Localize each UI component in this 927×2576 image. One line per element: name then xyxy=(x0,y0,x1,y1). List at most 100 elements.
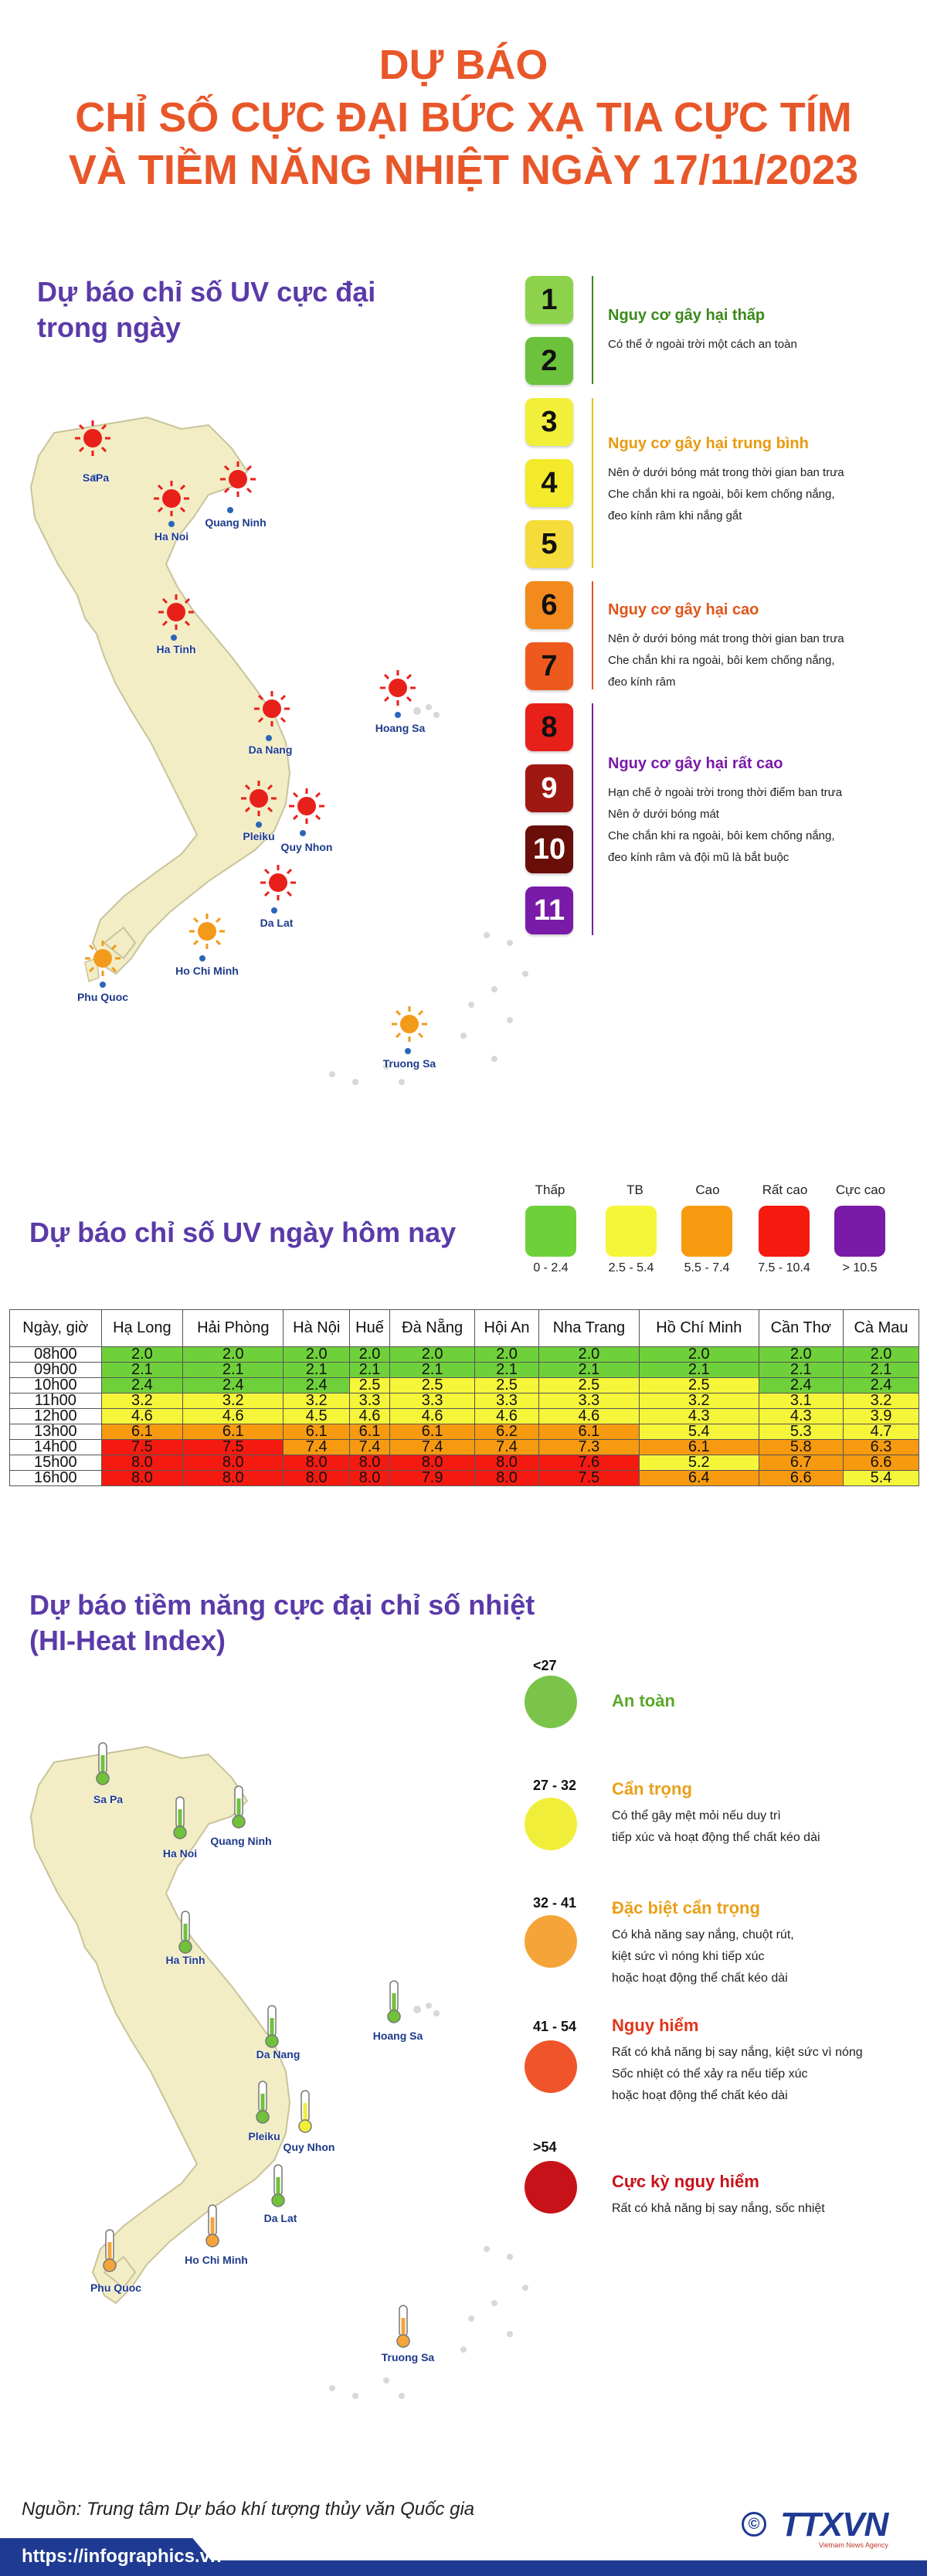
table-cell-uv: 2.0 xyxy=(638,1346,759,1363)
table-cell-uv: 5.4 xyxy=(842,1470,920,1486)
table-cell-uv: 2.5 xyxy=(538,1377,640,1393)
table-cell-time: 15h00 xyxy=(9,1455,102,1471)
copyright-icon: © xyxy=(742,2512,766,2537)
sun-icon xyxy=(75,420,110,456)
table-row: 11h00 3.2 3.2 3.2 3.3 3.3 3.3 3.3 3.2 3.1 3.2 xyxy=(9,1393,920,1409)
uv-group-divider xyxy=(592,276,593,384)
city-label-sapa: SaPa xyxy=(82,471,110,484)
city-label-dalat: Da Lat xyxy=(260,917,294,929)
thermometer-icon xyxy=(103,2229,117,2272)
table-header-city: Hà Nội xyxy=(283,1309,351,1347)
table-cell-uv: 8.0 xyxy=(182,1470,284,1486)
table-cell-uv: 3.2 xyxy=(100,1393,184,1409)
website-link[interactable]: https://infographics.vn xyxy=(22,2546,222,2567)
table-cell-uv: 6.6 xyxy=(842,1455,920,1471)
table-cell-uv: 8.0 xyxy=(349,1470,390,1486)
table-cell-uv: 4.6 xyxy=(474,1408,539,1424)
city-pin xyxy=(168,521,175,527)
heat-city-label-pleiku: Pleiku xyxy=(248,2130,280,2142)
heat-range: 32 - 41 xyxy=(533,1895,577,1911)
table-cell-uv: 4.3 xyxy=(638,1408,759,1424)
table-cell-uv: 2.4 xyxy=(182,1377,284,1393)
heat-level-circle-danger xyxy=(525,2040,577,2093)
heat-heading-line-2: (HI-Heat Index) xyxy=(29,1625,226,1656)
table-cell-uv: 8.0 xyxy=(283,1455,351,1471)
uv-group-divider xyxy=(592,581,593,689)
table-cell-uv: 2.5 xyxy=(638,1377,759,1393)
table-cell-uv: 7.6 xyxy=(538,1455,640,1471)
legend-swatch-extreme xyxy=(834,1206,885,1257)
legend-label: Cực cao xyxy=(835,1183,886,1197)
heat-city-label-hanoi: Ha Noi xyxy=(162,1847,198,1860)
thermometer-icon xyxy=(396,2305,410,2348)
uv-table-header-row: Ngày, giờ Hạ Long Hải Phòng Hà Nội Huế Đà Nẵn… xyxy=(9,1309,920,1347)
uv-group-line: Hạn chế ở ngoài trời trong thời điểm ban… xyxy=(608,786,843,799)
heat-city-label-hoangsa: Hoang Sa xyxy=(372,2030,423,2042)
table-cell-time: 16h00 xyxy=(9,1470,102,1486)
uv-level-9-box: 9 xyxy=(525,764,573,812)
table-cell-uv: 8.0 xyxy=(349,1455,390,1471)
city-label-hatinh: Ha Tinh xyxy=(156,643,196,655)
uv-group-line: Có thể ở ngoài trời một cách an toàn xyxy=(608,338,797,351)
heat-group-safe: An toàn xyxy=(612,1691,921,1717)
heat-group-extreme-caution: Đặc biệt cẩn trọng Có khả năng say nắng,… xyxy=(612,1898,921,1989)
table-cell-uv: 2.4 xyxy=(283,1377,351,1393)
uv-level-8-box: 8 xyxy=(525,703,573,751)
table-cell-uv: 6.7 xyxy=(758,1455,844,1471)
city-label-pleiku: Pleiku xyxy=(243,830,275,842)
thermometer-icon xyxy=(232,1785,246,1829)
legend-swatch-high xyxy=(681,1206,732,1257)
sun-icon xyxy=(220,461,256,497)
title-line-1: DỰ BÁO xyxy=(379,42,548,88)
table-cell-uv: 6.1 xyxy=(283,1424,351,1440)
uv-group-low: Nguy cơ gây hại thấp Có thể ở ngoài trời… xyxy=(608,307,917,356)
heat-group-line: Có thể gây mệt mỏi nếu duy trì xyxy=(612,1809,781,1822)
heat-city-label-hochiminh: Ho Chi Minh xyxy=(185,2254,248,2266)
thermometer-icon xyxy=(205,2204,219,2248)
thermometer-icon xyxy=(96,1742,110,1785)
table-cell-uv: 4.3 xyxy=(758,1408,844,1424)
city-pin xyxy=(405,1048,411,1054)
table-cell-uv: 3.3 xyxy=(349,1393,390,1409)
table-row: 12h00 4.6 4.6 4.5 4.6 4.6 4.6 4.6 4.3 4.3 3.9 xyxy=(9,1408,920,1424)
legend-swatch-low xyxy=(525,1206,576,1257)
heat-group-line: Rất có khả năng bị say nắng, kiệt sức vì… xyxy=(612,2046,863,2059)
page-title: DỰ BÁO CHỈ SỐ CỰC ĐẠI BỨC XẠ TIA CỰC TÍM… xyxy=(0,39,927,196)
city-pin xyxy=(100,982,106,988)
table-cell-uv: 7.9 xyxy=(389,1470,476,1486)
table-cell-uv: 2.1 xyxy=(638,1362,759,1378)
city-label-hochiminh: Ho Chi Minh xyxy=(175,965,239,977)
table-cell-uv: 2.4 xyxy=(100,1377,184,1393)
thermometer-icon xyxy=(173,1796,187,1839)
table-cell-uv: 4.6 xyxy=(182,1408,284,1424)
table-cell-uv: 6.1 xyxy=(349,1424,390,1440)
table-cell-uv: 2.0 xyxy=(538,1346,640,1363)
heat-range: 27 - 32 xyxy=(533,1778,577,1793)
title-line-3: VÀ TIỀM NĂNG NHIỆT NGÀY 17/11/2023 xyxy=(68,147,859,193)
heat-group-title: Cẩn trọng xyxy=(612,1779,692,1798)
table-cell-uv: 8.0 xyxy=(474,1455,539,1471)
table-cell-uv: 2.1 xyxy=(758,1362,844,1378)
heat-range: 41 - 54 xyxy=(533,2019,577,2034)
table-cell-uv: 8.0 xyxy=(474,1470,539,1486)
table-cell-uv: 2.5 xyxy=(389,1377,476,1393)
heat-group-danger: Nguy hiểm Rất có khả năng bị say nắng, k… xyxy=(612,2016,921,2107)
uv-level-3-box: 3 xyxy=(525,398,573,446)
legend-range: 7.5 - 10.4 xyxy=(758,1261,810,1274)
table-cell-uv: 6.1 xyxy=(638,1439,759,1455)
table-cell-uv: 2.0 xyxy=(842,1346,920,1363)
table-cell-uv: 6.1 xyxy=(100,1424,184,1440)
sun-icon xyxy=(392,1006,427,1042)
table-cell-uv: 5.4 xyxy=(638,1424,759,1440)
heat-range: <27 xyxy=(533,1658,557,1673)
sun-icon xyxy=(380,670,416,706)
heat-heading-line-1: Dự báo tiềm năng cực đại chỉ số nhiệt xyxy=(29,1589,535,1621)
table-cell-uv: 4.6 xyxy=(349,1408,390,1424)
heat-heading: Dự báo tiềm năng cực đại chỉ số nhiệt (H… xyxy=(29,1587,535,1659)
heat-city-label-sapa: Sa Pa xyxy=(93,1793,124,1805)
uv-table-body: 08h00 2.0 2.0 2.0 2.0 2.0 2.0 2.0 2.0 2.0 2.0 09h00… xyxy=(9,1346,920,1486)
uv-level-2-box: 2 xyxy=(525,337,573,385)
heat-level-circle-extreme-danger xyxy=(525,2161,577,2214)
heat-group-line: tiếp xúc và hoạt động thể chất kéo dài xyxy=(612,1831,820,1844)
city-pin xyxy=(266,735,272,741)
